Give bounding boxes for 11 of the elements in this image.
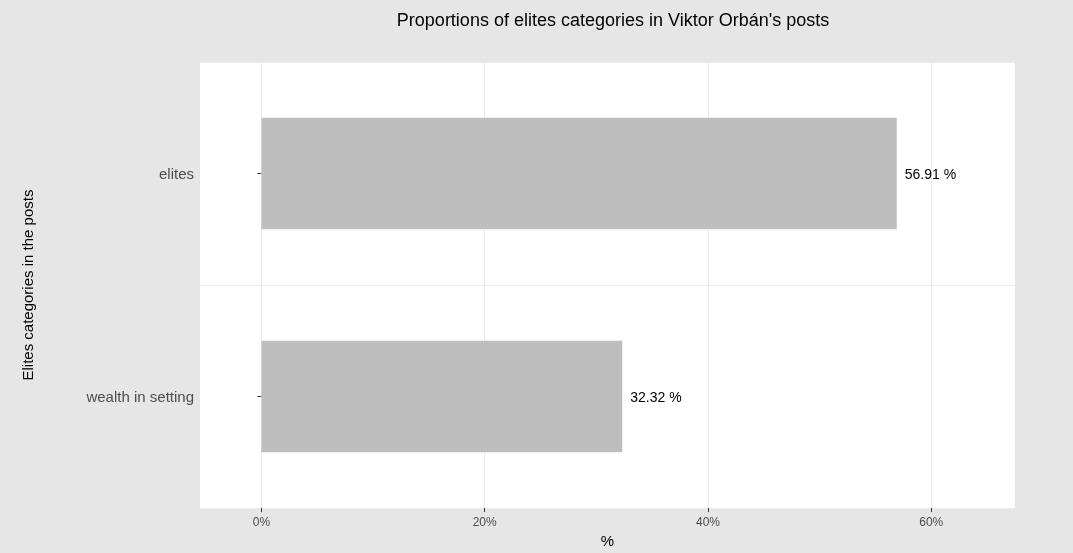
y-tick-label: elites xyxy=(158,165,194,183)
x-axis-title: % xyxy=(600,532,615,549)
data-label: 32.32 % xyxy=(630,388,682,405)
x-tick-label: 60% xyxy=(919,515,944,530)
data-label: 56.91 % xyxy=(904,165,957,182)
chart-title: Proportions of elites categories in Viktor Orbán's posts xyxy=(396,10,830,30)
x-tick-label: 40% xyxy=(695,515,721,530)
x-tick-label: 20% xyxy=(472,515,498,530)
y-tick-label: wealth in setting xyxy=(85,388,194,406)
y-axis-title: Elites categories in the posts xyxy=(19,189,36,381)
x-tick-label: 0% xyxy=(252,515,271,530)
